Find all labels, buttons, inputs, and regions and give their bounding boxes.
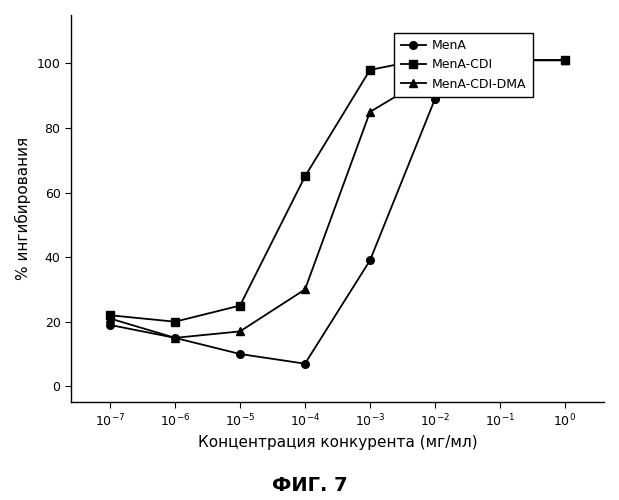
MenA-CDI-DMA [171, 335, 179, 341]
MenA-CDI-DMA [431, 70, 439, 76]
MenA-CDI [496, 57, 504, 63]
Text: ФИГ. 7: ФИГ. 7 [272, 476, 347, 495]
X-axis label: Концентрация конкурента (мг/мл): Концентрация конкурента (мг/мл) [197, 435, 477, 450]
Line: MenA: MenA [106, 56, 569, 368]
MenA-CDI [561, 57, 569, 63]
MenA-CDI-DMA [366, 109, 374, 115]
MenA-CDI [431, 54, 439, 60]
MenA-CDI [301, 174, 309, 180]
Y-axis label: % ингибирования: % ингибирования [15, 137, 31, 280]
MenA [561, 57, 569, 63]
MenA [301, 360, 309, 366]
MenA-CDI [171, 318, 179, 324]
MenA [366, 258, 374, 264]
Legend: MenA, MenA-CDI, MenA-CDI-DMA: MenA, MenA-CDI, MenA-CDI-DMA [394, 33, 532, 97]
Line: MenA-CDI-DMA: MenA-CDI-DMA [106, 56, 569, 342]
MenA-CDI-DMA [236, 328, 244, 334]
MenA [106, 322, 114, 328]
MenA-CDI-DMA [496, 57, 504, 63]
Line: MenA-CDI: MenA-CDI [106, 53, 569, 326]
MenA-CDI-DMA [561, 57, 569, 63]
MenA-CDI-DMA [106, 316, 114, 322]
MenA-CDI [236, 302, 244, 308]
MenA [496, 57, 504, 63]
MenA [431, 96, 439, 102]
MenA-CDI-DMA [301, 286, 309, 292]
MenA-CDI [366, 67, 374, 73]
MenA-CDI [106, 312, 114, 318]
MenA [171, 335, 179, 341]
MenA [236, 351, 244, 357]
